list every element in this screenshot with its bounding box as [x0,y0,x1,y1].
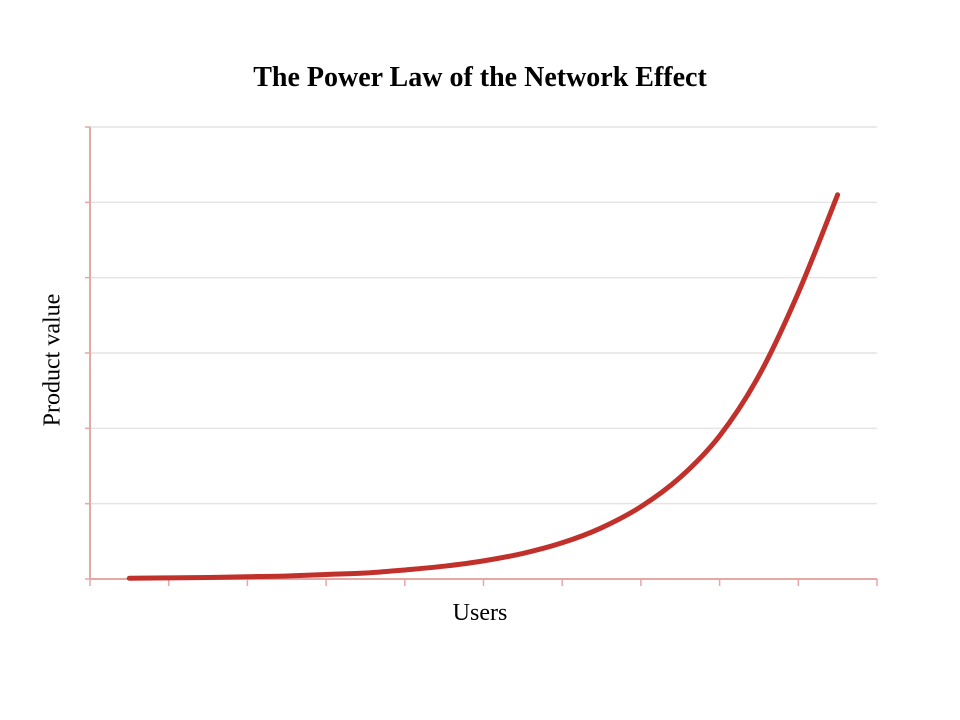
series-line [126,192,841,581]
chart-title: The Power Law of the Network Effect [253,62,707,93]
x-axis-label: Users [452,600,508,626]
